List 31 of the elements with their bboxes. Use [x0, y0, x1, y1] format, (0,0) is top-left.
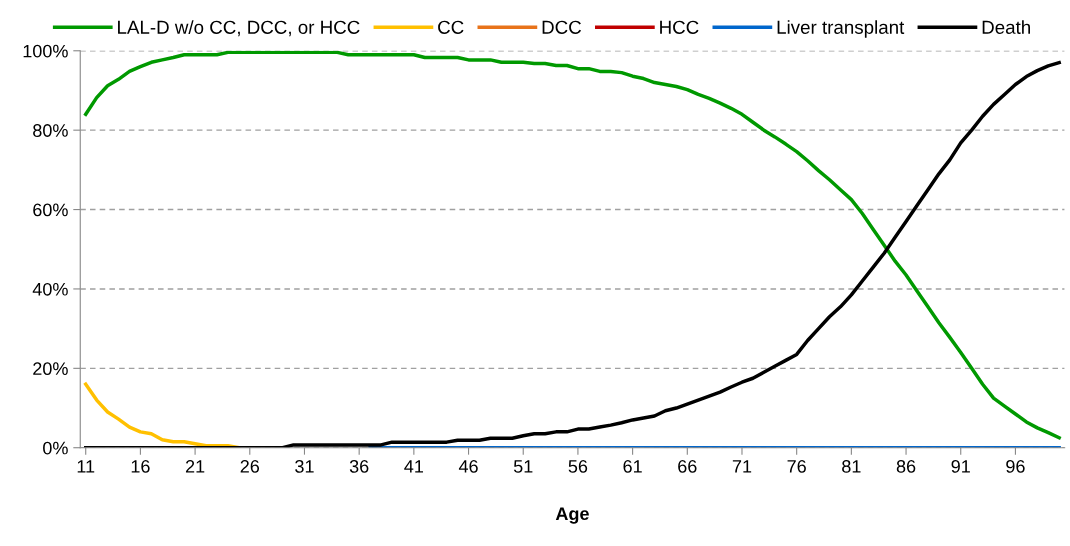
x-tick-label: 96	[1006, 460, 1025, 473]
x-tick-label: 61	[623, 460, 642, 473]
legend-label: Liver transplant	[777, 20, 905, 38]
x-tick-label: 46	[458, 460, 478, 473]
x-tick-label: 91	[951, 460, 970, 473]
x-tick-label: 11	[77, 460, 95, 473]
x-tick-label: 21	[185, 460, 205, 473]
x-tick-label: 31	[295, 460, 314, 473]
x-tick-label: 51	[513, 460, 533, 473]
legend-label: CC	[438, 20, 464, 34]
legend-label: LAL-D w/o CC, DCC, or HCC	[118, 20, 360, 37]
x-tick-label: 16	[131, 460, 150, 473]
x-tick-label: 56	[568, 460, 588, 473]
x-tick-label: 71	[732, 460, 752, 473]
x-tick-label: 26	[240, 460, 260, 473]
y-tick-label: 100%	[23, 44, 68, 58]
legend-label: HCC	[660, 20, 699, 34]
legend-label: Death	[982, 20, 1030, 34]
y-tick-label: 0%	[43, 441, 68, 455]
y-tick-label: 40%	[32, 282, 68, 296]
x-tick-label: 36	[349, 460, 369, 473]
y-tick-label: 80%	[33, 124, 68, 137]
x-tick-label: 76	[787, 460, 806, 473]
x-tick-label: 41	[404, 460, 424, 473]
legend-label: DCC	[542, 20, 582, 34]
x-tick-label: 86	[896, 460, 916, 473]
x-axis-title: Age	[555, 507, 589, 524]
x-tick-label: 81	[842, 460, 861, 473]
y-tick-label: 20%	[33, 362, 68, 376]
y-tick-label: 60%	[33, 203, 68, 217]
x-tick-label: 66	[678, 460, 697, 473]
